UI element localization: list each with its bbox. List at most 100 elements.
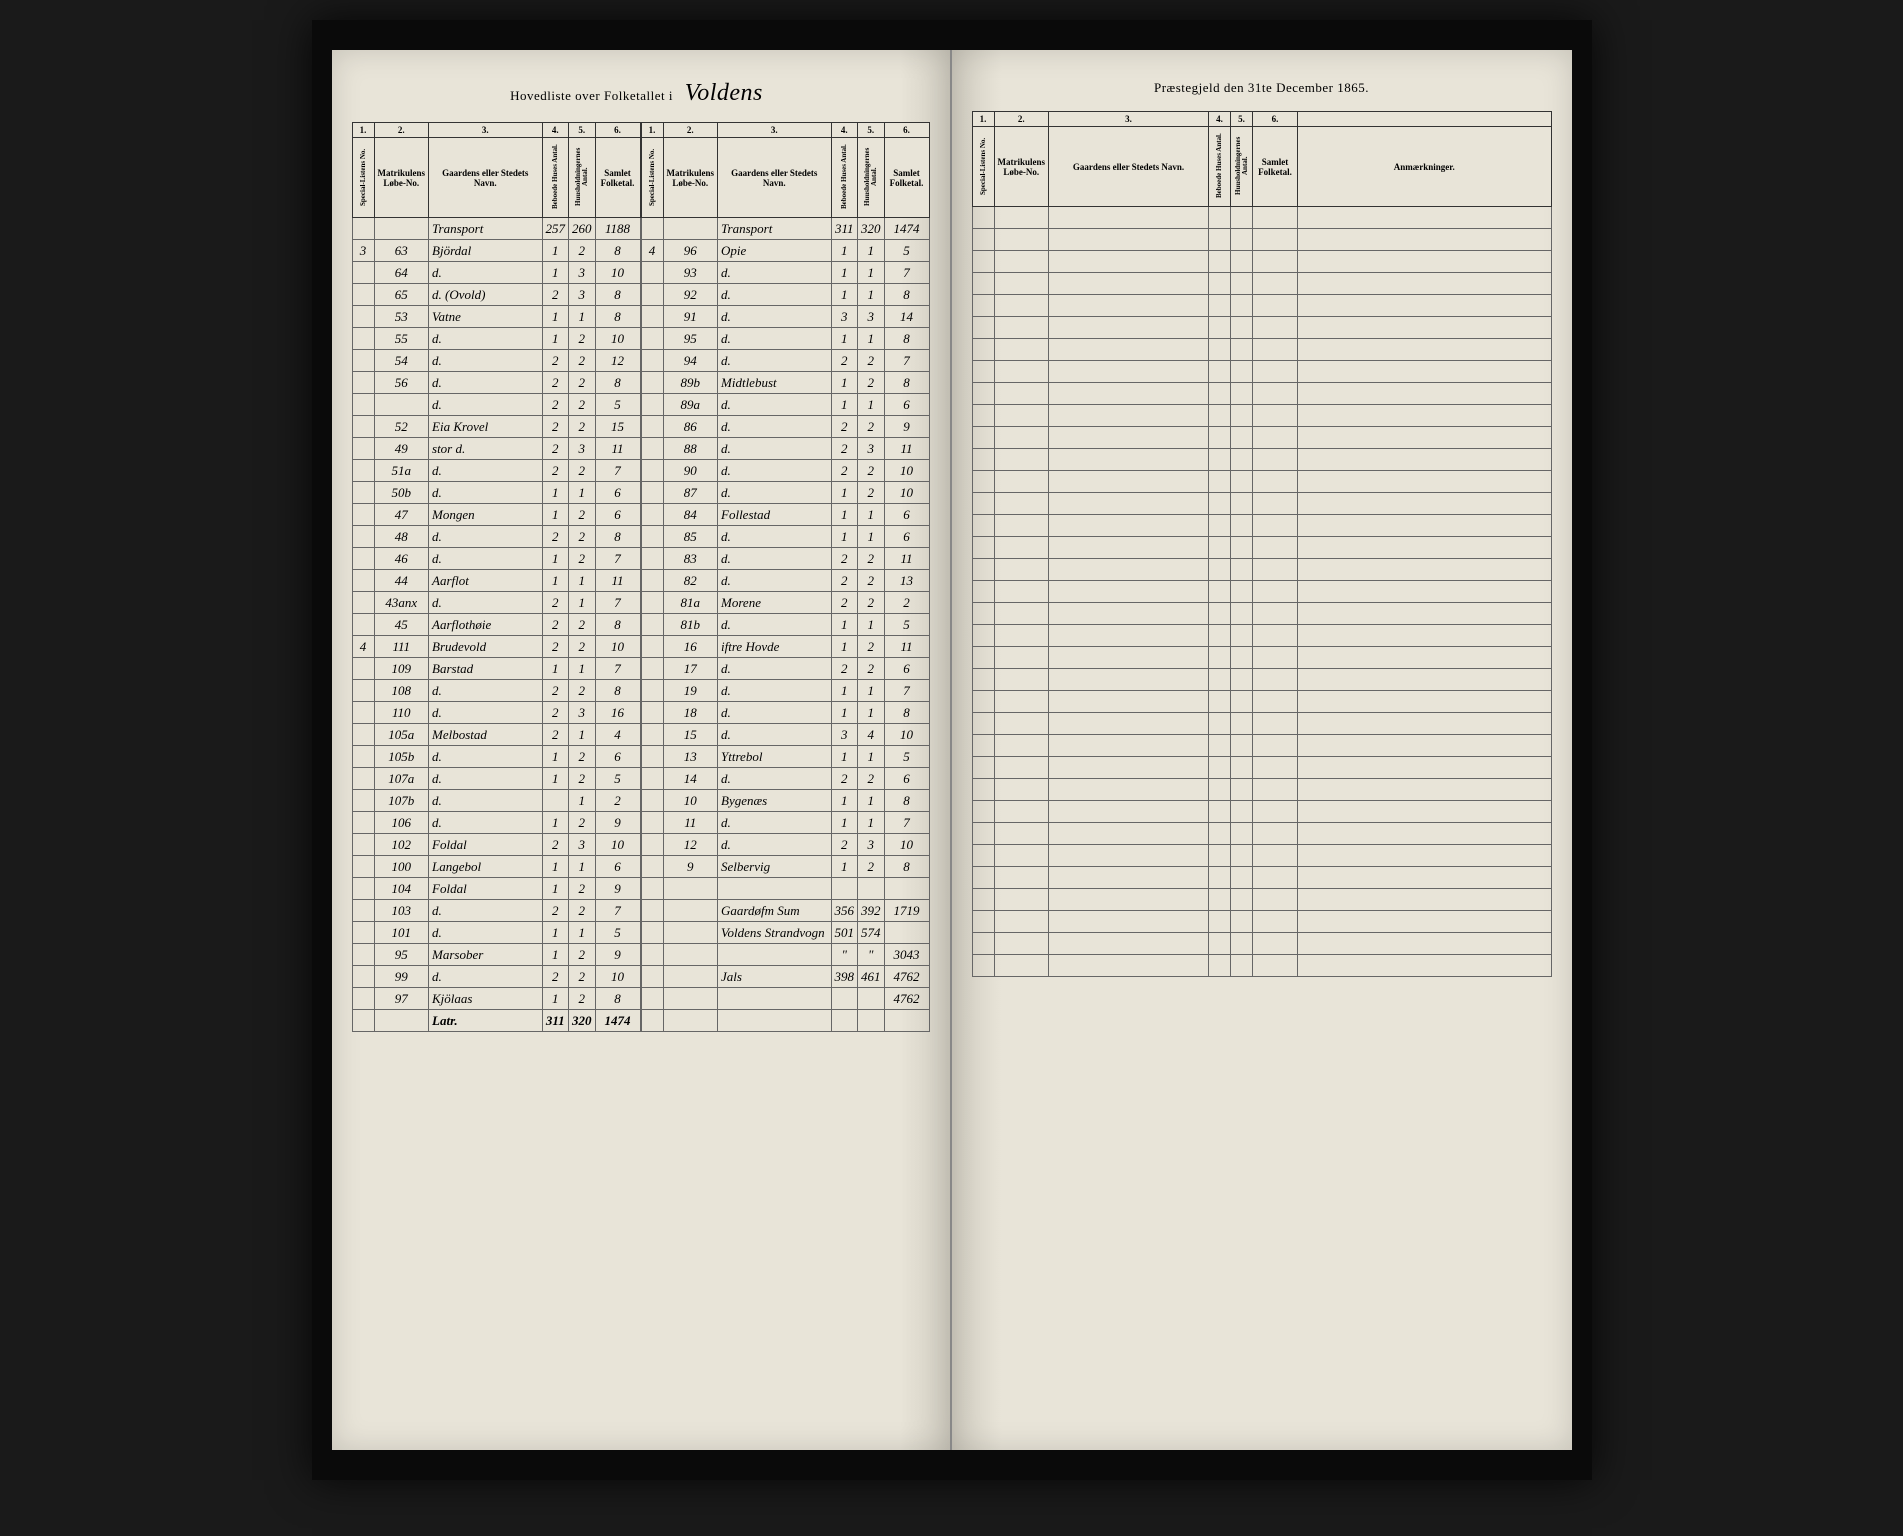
table-row: 64d.1310 bbox=[352, 262, 640, 284]
empty-row bbox=[972, 867, 1551, 889]
empty-row bbox=[972, 471, 1551, 493]
empty-row bbox=[972, 383, 1551, 405]
table-row: 91d.3314 bbox=[641, 306, 929, 328]
page-header-right: Præstegjeld den 31te December 1865. bbox=[972, 80, 1552, 96]
empty-row bbox=[972, 427, 1551, 449]
number-header-row-m: 1. 2. 3. 4. 5. 6. bbox=[641, 123, 929, 138]
left-tbody: Transport2572601188363Björdal12864d.1310… bbox=[352, 218, 640, 1032]
subheader-row-r: Special-Listens No. Matrikulens Løbe-No.… bbox=[972, 127, 1551, 207]
table-row: 81bd.115 bbox=[641, 614, 929, 636]
table-row: 90d.2210 bbox=[641, 460, 929, 482]
col3-label: Gaardens eller Stedets Navn. bbox=[429, 138, 542, 218]
middle-tbody: Transport3113201474496Opie11593d.11792d.… bbox=[641, 218, 929, 1032]
empty-row bbox=[972, 691, 1551, 713]
empty-row bbox=[972, 537, 1551, 559]
table-row: 14d.226 bbox=[641, 768, 929, 790]
empty-row bbox=[972, 823, 1551, 845]
table-row: 106d.129 bbox=[352, 812, 640, 834]
ledger-table-left: 1. 2. 3. 4. 5. 6. Special-Listens No. Ma… bbox=[352, 122, 641, 1032]
table-row: 83d.2211 bbox=[641, 548, 929, 570]
table-row: 81aMorene222 bbox=[641, 592, 929, 614]
number-header-row: 1. 2. 3. 4. 5. 6. bbox=[352, 123, 640, 138]
table-row: 9Selbervig128 bbox=[641, 856, 929, 878]
table-row: 94d.227 bbox=[641, 350, 929, 372]
empty-row bbox=[972, 229, 1551, 251]
table-row: 103d.227 bbox=[352, 900, 640, 922]
ledger-container: 1. 2. 3. 4. 5. 6. Special-Listens No. Ma… bbox=[352, 122, 930, 1032]
table-row: 104Foldal129 bbox=[352, 878, 640, 900]
empty-row bbox=[972, 647, 1551, 669]
number-header-row-r: 1. 2. 3. 4. 5. 6. bbox=[972, 112, 1551, 127]
empty-row bbox=[641, 1010, 929, 1032]
empty-row bbox=[972, 933, 1551, 955]
table-row: 105aMelbostad214 bbox=[352, 724, 640, 746]
table-row: 100Langebol116 bbox=[352, 856, 640, 878]
empty-row bbox=[972, 911, 1551, 933]
empty-row bbox=[972, 845, 1551, 867]
empty-row bbox=[972, 779, 1551, 801]
col-num-1: 1. bbox=[352, 123, 374, 138]
table-row: 82d.2213 bbox=[641, 570, 929, 592]
left-page: Hovedliste over Folketallet i Voldens 1.… bbox=[332, 50, 952, 1450]
col6-label: Samlet Folketal. bbox=[595, 138, 640, 218]
right-tbody bbox=[972, 207, 1551, 977]
table-row: 95Marsober129 bbox=[352, 944, 640, 966]
subheader-row-m: Special-Listens No. Matrikulens Løbe-No.… bbox=[641, 138, 929, 218]
table-row: 17d.226 bbox=[641, 658, 929, 680]
table-row: 46d.127 bbox=[352, 548, 640, 570]
col5-label: Huusholdningernes Antal. bbox=[575, 142, 589, 212]
table-row: 10Bygenæs118 bbox=[641, 790, 929, 812]
table-row: 53Vatne118 bbox=[352, 306, 640, 328]
table-row: 107bd.12 bbox=[352, 790, 640, 812]
table-row: 52Eia Krovel2215 bbox=[352, 416, 640, 438]
table-row: 102Foldal2310 bbox=[352, 834, 640, 856]
table-row: Voldens Strandvogn501574 bbox=[641, 922, 929, 944]
table-row: 50bd.116 bbox=[352, 482, 640, 504]
ledger-left-half: 1. 2. 3. 4. 5. 6. Special-Listens No. Ma… bbox=[352, 122, 641, 1032]
table-row: 92d.118 bbox=[641, 284, 929, 306]
empty-row bbox=[972, 625, 1551, 647]
table-row: 89ad.116 bbox=[641, 394, 929, 416]
footer-row: Latr.3113201474 bbox=[352, 1010, 640, 1032]
empty-row bbox=[972, 559, 1551, 581]
table-row: 105bd.126 bbox=[352, 746, 640, 768]
empty-row bbox=[972, 251, 1551, 273]
table-row: 4111Brudevold2210 bbox=[352, 636, 640, 658]
table-row: 12d.2310 bbox=[641, 834, 929, 856]
census-book: Hovedliste over Folketallet i Voldens 1.… bbox=[312, 20, 1592, 1480]
empty-row bbox=[972, 339, 1551, 361]
ledger-table-middle: 1. 2. 3. 4. 5. 6. Special-Listens No. Ma… bbox=[641, 122, 930, 1032]
empty-row bbox=[972, 757, 1551, 779]
remarks-label: Anmærkninger. bbox=[1298, 127, 1551, 207]
empty-row bbox=[972, 207, 1551, 229]
table-row: Gaardøfm Sum3563921719 bbox=[641, 900, 929, 922]
table-row: 108d.228 bbox=[352, 680, 640, 702]
table-row: 4762 bbox=[641, 988, 929, 1010]
table-row: 93d.117 bbox=[641, 262, 929, 284]
table-row: 87d.1210 bbox=[641, 482, 929, 504]
table-row: 363Björdal128 bbox=[352, 240, 640, 262]
table-row: 47Mongen126 bbox=[352, 504, 640, 526]
empty-row bbox=[972, 735, 1551, 757]
table-row: 18d.118 bbox=[641, 702, 929, 724]
header-prefix: Hovedliste over Folketallet i bbox=[510, 88, 673, 103]
empty-row bbox=[972, 669, 1551, 691]
table-row: 99d.2210 bbox=[352, 966, 640, 988]
table-row: 65d. (Ovold)238 bbox=[352, 284, 640, 306]
table-row: 19d.117 bbox=[641, 680, 929, 702]
empty-row bbox=[972, 955, 1551, 977]
empty-row bbox=[972, 361, 1551, 383]
empty-row bbox=[972, 273, 1551, 295]
empty-row bbox=[972, 405, 1551, 427]
empty-row bbox=[972, 603, 1551, 625]
col2-label: Matrikulens Løbe-No. bbox=[374, 138, 429, 218]
page-header-left: Hovedliste over Folketallet i Voldens bbox=[352, 80, 930, 107]
table-row: 56d.228 bbox=[352, 372, 640, 394]
table-row: 44Aarflot1111 bbox=[352, 570, 640, 592]
table-row bbox=[641, 878, 929, 900]
subheader-row: Special-Listens No. Matrikulens Løbe-No.… bbox=[352, 138, 640, 218]
empty-row bbox=[972, 581, 1551, 603]
table-row: 43anxd.217 bbox=[352, 592, 640, 614]
ledger-table-right: 1. 2. 3. 4. 5. 6. Special-Listens No. Ma… bbox=[972, 111, 1552, 977]
table-row: 86d.229 bbox=[641, 416, 929, 438]
